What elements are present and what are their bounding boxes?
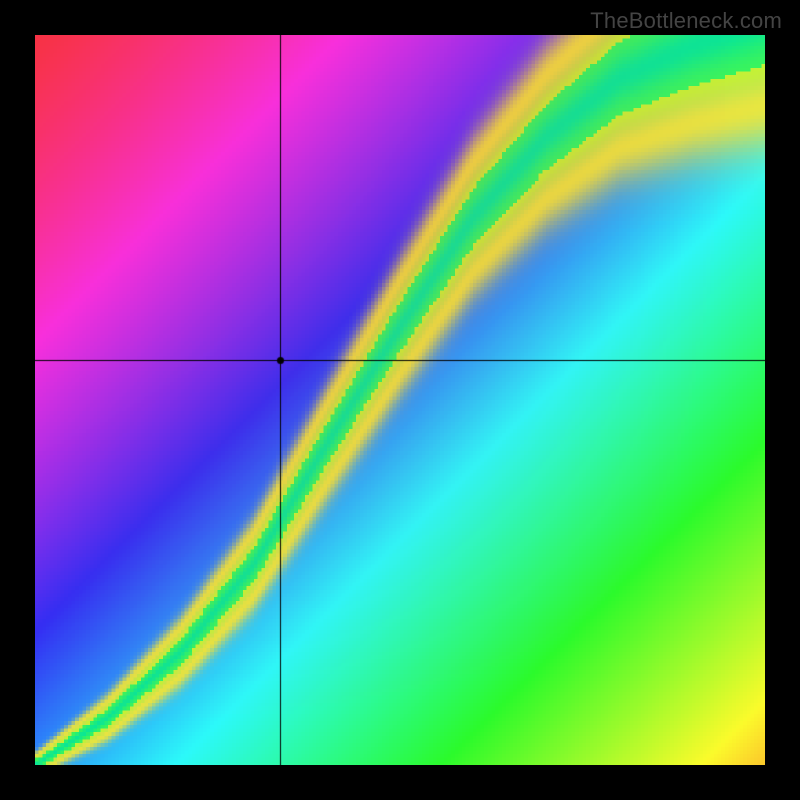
crosshair-overlay	[35, 35, 765, 765]
watermark-text: TheBottleneck.com	[590, 8, 782, 34]
